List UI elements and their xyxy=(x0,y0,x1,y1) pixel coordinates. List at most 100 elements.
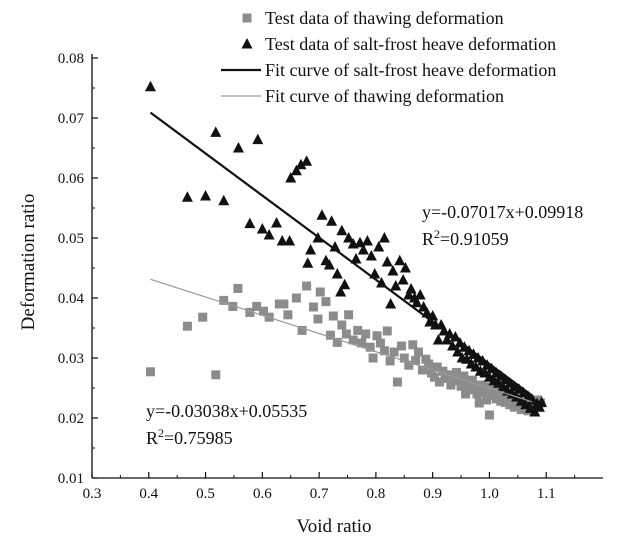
thawing-data-point xyxy=(315,287,325,297)
thawing-data-point xyxy=(258,306,268,316)
thawing-data-point xyxy=(274,299,284,309)
frost-heave-data-point xyxy=(365,250,377,261)
legend-triangle-symbol xyxy=(241,38,253,49)
x-tick-label: 0.6 xyxy=(253,486,272,502)
thawing-data-point xyxy=(245,307,255,317)
thawing-data-point xyxy=(368,353,378,363)
frost-heave-data-point xyxy=(405,283,417,294)
frost-heave-data-point xyxy=(452,346,464,357)
frost-heave-data-point xyxy=(326,215,338,226)
thawing-data-point xyxy=(463,378,473,388)
thawing-data-point xyxy=(396,341,406,351)
thawing-data-point xyxy=(484,410,494,420)
thawing-data-point xyxy=(421,354,431,364)
frost-heave-data-point xyxy=(263,229,275,240)
frost-heave-data-point xyxy=(276,235,288,246)
thawing-data-point xyxy=(496,396,506,406)
frost-heave-data-point xyxy=(390,280,402,291)
frost-heave-data-point xyxy=(323,259,335,270)
frost-heave-data-point xyxy=(397,274,409,285)
frost-heave-data-point xyxy=(461,353,473,364)
thawing-data-point xyxy=(379,346,389,356)
thawing-data-point xyxy=(341,329,351,339)
thawing-data-point xyxy=(325,330,335,340)
thawing-data-point xyxy=(465,385,475,395)
thawing-data-point xyxy=(503,391,513,401)
thawing-data-point xyxy=(417,365,427,375)
x-tick-label: 1.1 xyxy=(537,486,556,502)
thawing-data-point xyxy=(252,301,262,311)
x-tick-label: 0.9 xyxy=(423,486,442,502)
thawing-data-point xyxy=(491,394,501,404)
x-tick-label: 0.5 xyxy=(196,486,215,502)
frost-heave-data-point xyxy=(244,217,256,229)
frost-heave-data-point xyxy=(385,298,397,309)
thawing-data-point xyxy=(434,377,444,387)
x-tick-label: 0.7 xyxy=(310,486,329,502)
thawing-data-point xyxy=(505,400,515,410)
thawing-data-point xyxy=(332,337,342,347)
thawing-data-point xyxy=(302,281,312,291)
frost-heave-data-point xyxy=(350,253,362,264)
legend-label: Test data of thawing deformation xyxy=(265,8,504,28)
thawing-data-point xyxy=(198,312,208,322)
thawing-data-point xyxy=(372,331,382,341)
thaw-fit-r-symbol: R xyxy=(146,428,158,448)
frost-heave-data-point xyxy=(427,310,439,321)
frost-heave-data-point xyxy=(399,262,411,273)
frost-fit-r-squared: R2=0.91059 xyxy=(422,227,509,249)
thaw-fit-r-squared: R2=0.75985 xyxy=(146,426,233,448)
frost-heave-data-point xyxy=(357,244,369,255)
thawing-data-point xyxy=(348,335,358,345)
thawing-fit-line xyxy=(150,278,533,403)
thawing-data-point xyxy=(321,297,331,307)
y-tick-label: 0.02 xyxy=(58,411,84,427)
y-tick-label: 0.01 xyxy=(58,471,84,487)
frost-heave-data-point xyxy=(449,331,461,342)
thawing-data-point xyxy=(472,389,482,399)
frost-heave-data-point xyxy=(232,142,244,153)
thawing-data-point xyxy=(361,329,371,339)
thawing-data-point xyxy=(337,320,347,330)
thawing-data-point xyxy=(233,283,243,293)
thawing-data-point xyxy=(145,367,155,377)
legend: Test data of thawing deformation Test dat… xyxy=(221,8,556,106)
frost-heave-data-point xyxy=(424,316,436,327)
frost-heave-data-point xyxy=(378,232,390,243)
frost-heave-data-point xyxy=(285,172,297,183)
frost-heave-data-point xyxy=(414,289,426,300)
frost-fit-r-exponent: 2 xyxy=(434,227,440,241)
frost-heave-data-point xyxy=(447,340,459,351)
x-tick-label: 1.0 xyxy=(480,486,499,502)
frost-heave-data-point xyxy=(441,334,453,345)
thawing-data-point xyxy=(489,383,499,393)
frost-heave-data-point xyxy=(305,244,317,255)
series-1 xyxy=(144,80,548,417)
y-tick-label: 0.05 xyxy=(58,231,84,247)
plot-area xyxy=(144,80,548,420)
legend-label: Fit curve of thawing deformation xyxy=(265,86,504,106)
thawing-data-point xyxy=(482,395,492,405)
thawing-data-point xyxy=(509,402,519,412)
thawing-data-point xyxy=(308,302,318,312)
axes: 0.3 0.4 0.5 0.6 0.7 0.8 0.9 1.0 1.1 0.01 0.02 0.03 0… xyxy=(58,51,603,502)
x-axis-title: Void ratio xyxy=(296,516,371,537)
frost-heave-data-point xyxy=(295,158,307,170)
thawing-data-point xyxy=(411,355,421,365)
thawing-data-point xyxy=(291,293,301,303)
thawing-data-point xyxy=(382,326,392,336)
frost-heave-data-point xyxy=(284,235,296,246)
thawing-data-point xyxy=(467,375,477,385)
thawing-data-point xyxy=(344,310,354,320)
thawing-data-point xyxy=(500,397,510,407)
thawing-data-point xyxy=(474,398,484,408)
frost-heave-data-point xyxy=(256,223,268,234)
frost-heave-data-point xyxy=(432,334,444,345)
thawing-data-point xyxy=(404,360,414,370)
frost-heave-data-point xyxy=(329,241,341,252)
thawing-data-point xyxy=(408,340,418,350)
thaw-fit-equation: y=-0.03038x+0.05535 xyxy=(146,401,307,421)
thawing-data-point xyxy=(452,367,462,377)
